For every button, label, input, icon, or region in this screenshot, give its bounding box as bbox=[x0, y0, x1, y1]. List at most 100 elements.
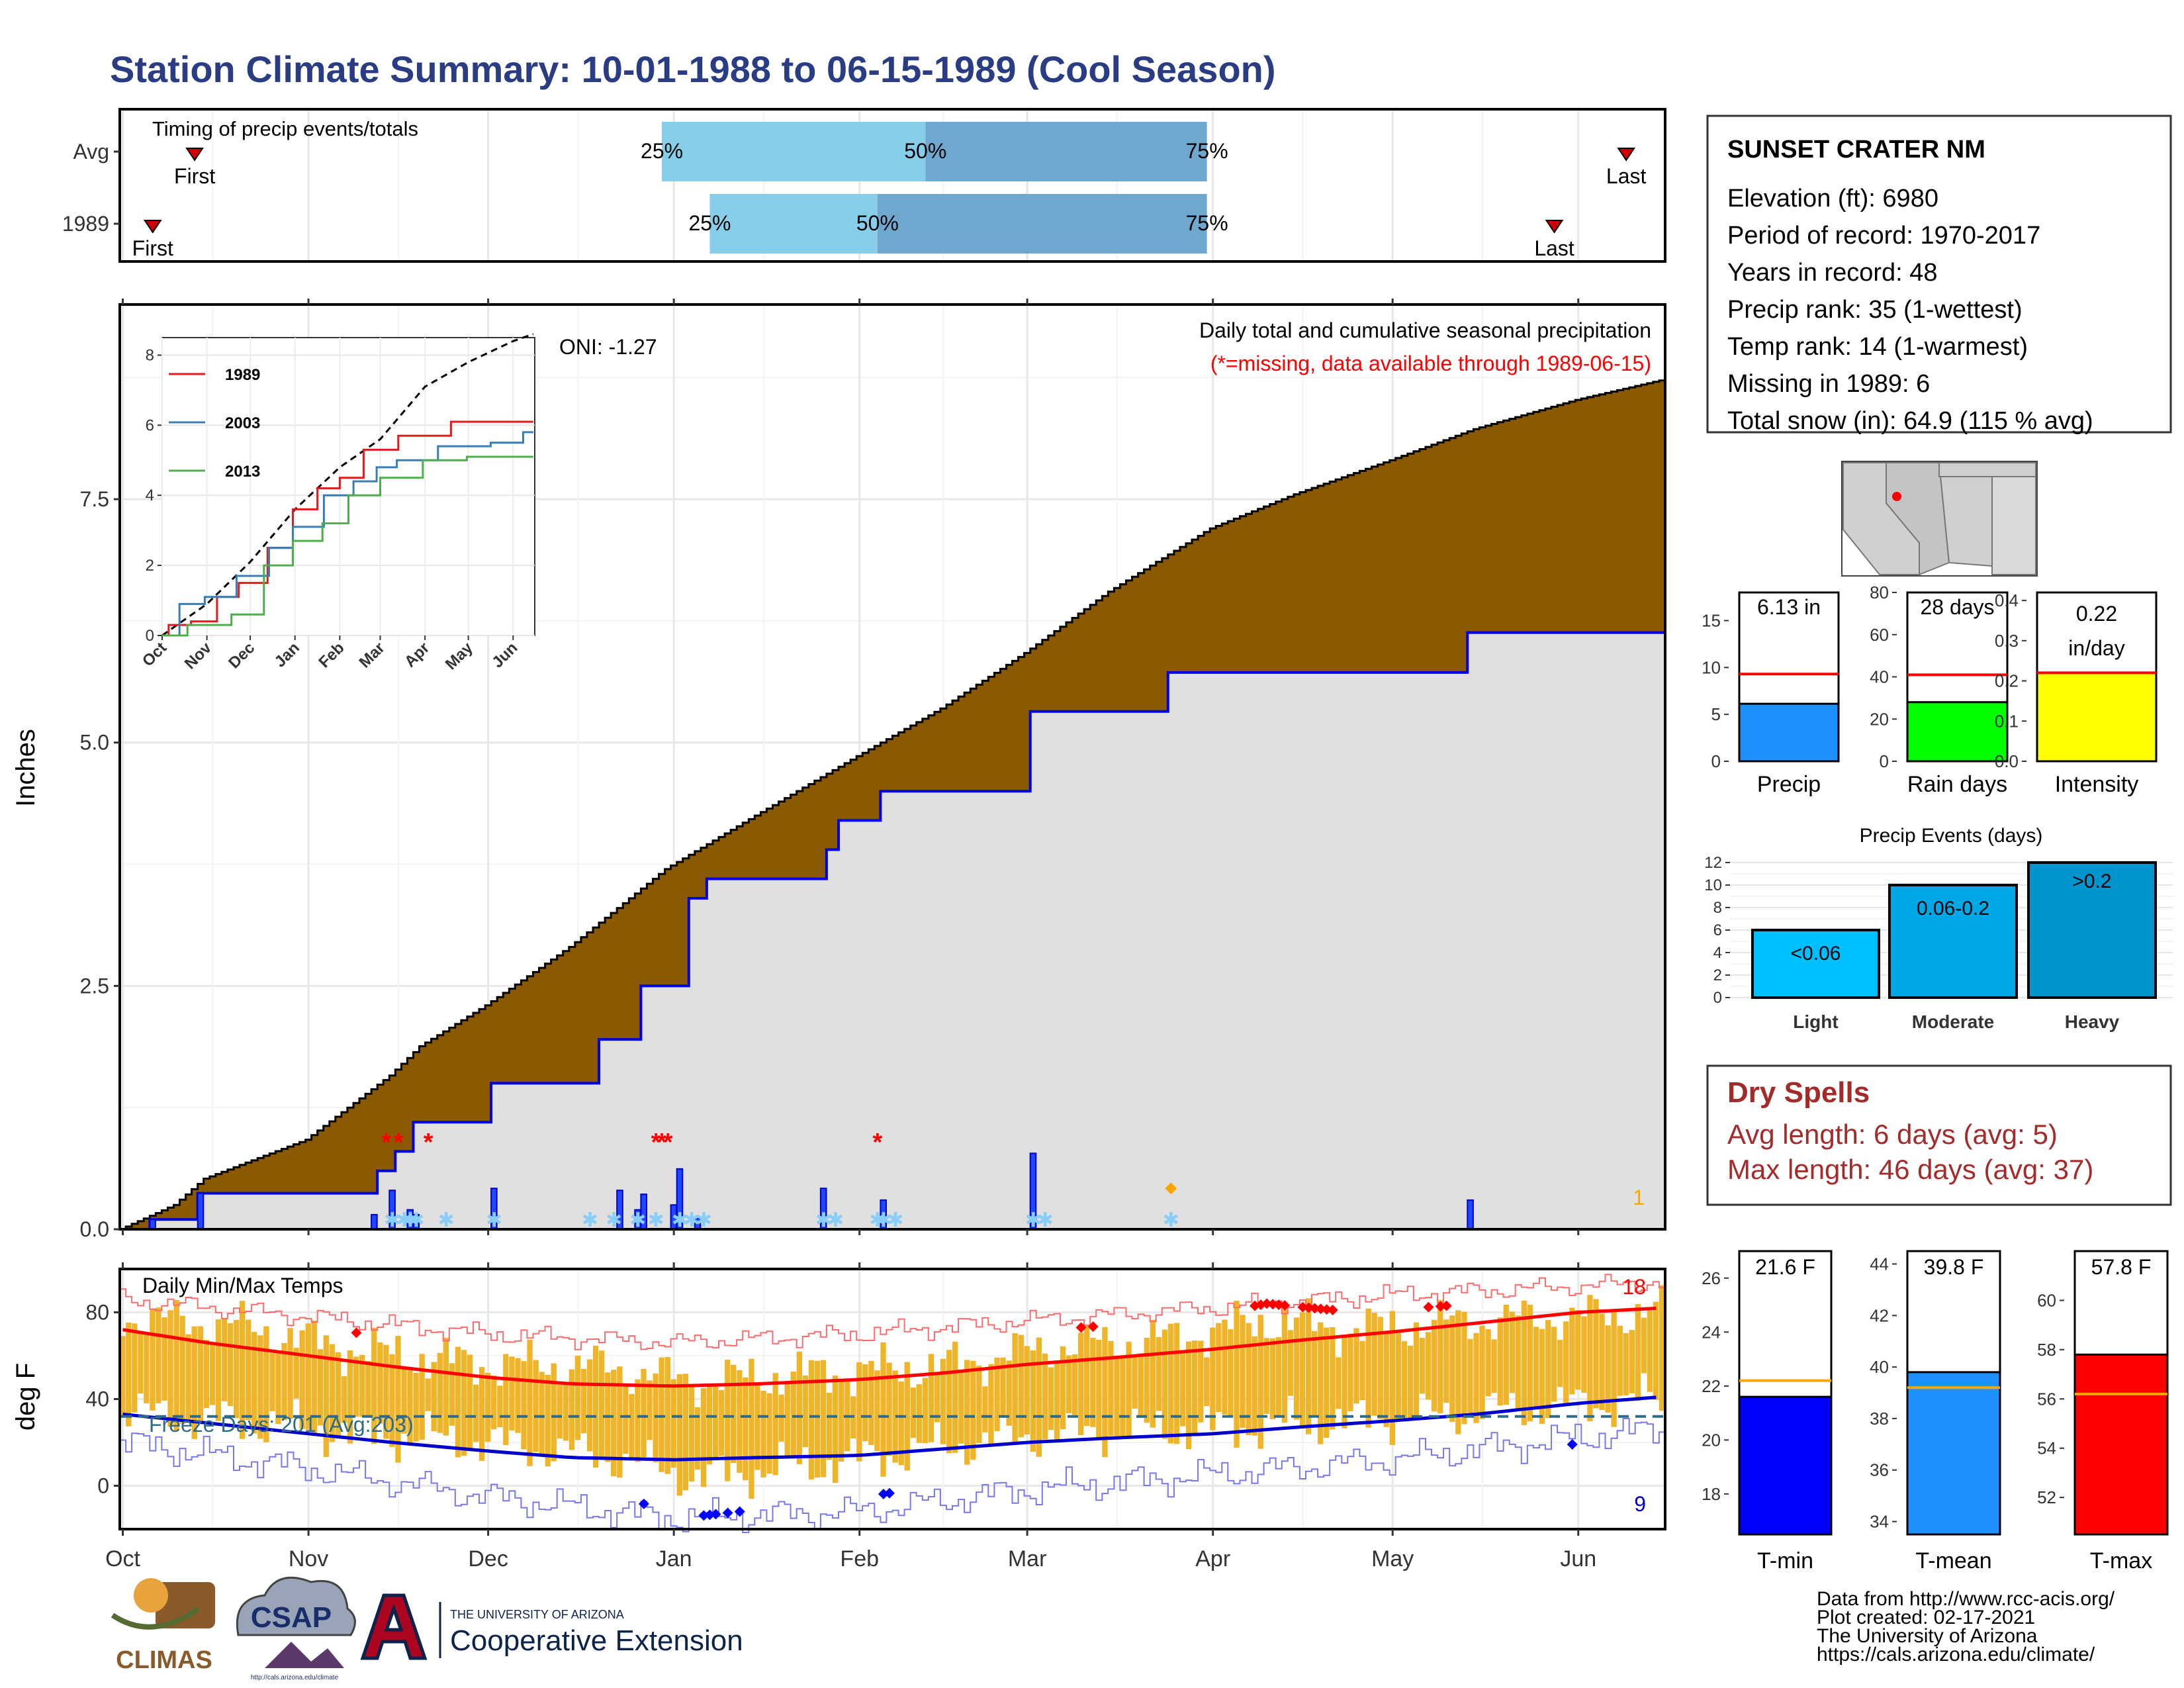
record-low-marker bbox=[884, 1487, 895, 1499]
month-label: Apr bbox=[1195, 1546, 1230, 1571]
daily-temp-bar bbox=[868, 1360, 874, 1445]
inset-y-tick-label: 4 bbox=[146, 487, 154, 504]
daily-temp-bar bbox=[215, 1319, 222, 1421]
daily-temp-bar bbox=[988, 1364, 994, 1444]
daily-temp-bar bbox=[1210, 1327, 1216, 1430]
missing-marker: * bbox=[424, 1129, 433, 1156]
daily-temp-bar bbox=[311, 1320, 317, 1435]
events-y-tick-label: 12 bbox=[1704, 854, 1722, 872]
temp-summary-y-tick-label: 20 bbox=[1702, 1430, 1721, 1450]
daily-temp-bar bbox=[1042, 1353, 1048, 1440]
month-label: May bbox=[1371, 1546, 1414, 1571]
daily-temp-bar bbox=[1006, 1360, 1012, 1426]
freeze-days-label: Freeze Days: 201 (Avg:203) bbox=[149, 1413, 414, 1436]
daily-temp-bar bbox=[1407, 1345, 1414, 1421]
daily-temp-bar bbox=[1198, 1340, 1204, 1423]
daily-temp-bar bbox=[922, 1378, 929, 1444]
daily-temp-bar bbox=[395, 1336, 401, 1463]
csap-logo: CSAP http://cals.arizona.edu/climate bbox=[236, 1576, 356, 1681]
timing-label-last: Last bbox=[1606, 164, 1647, 188]
main-y-tick-label: 5.0 bbox=[80, 731, 109, 755]
daily-temp-bar bbox=[1336, 1357, 1342, 1409]
daily-temp-bar bbox=[892, 1370, 898, 1463]
daily-temp-bar bbox=[563, 1383, 569, 1441]
month-label: Nov bbox=[289, 1546, 328, 1571]
daily-temp-bar bbox=[485, 1372, 491, 1442]
summary-y-tick-label: 5 bbox=[1711, 704, 1721, 724]
snow-marker: ✱ bbox=[672, 1209, 688, 1231]
record-high-marker bbox=[1435, 1301, 1446, 1312]
daily-temp-bar bbox=[629, 1393, 635, 1458]
inset-y-tick-label: 0 bbox=[146, 627, 154, 645]
daily-temp-bar bbox=[970, 1360, 976, 1460]
oni-label: ONI: -1.27 bbox=[559, 335, 657, 359]
main-y-tick-label: 2.5 bbox=[80, 974, 109, 998]
temp-summary-panel-t-max: 52 54 56 58 60 57.8 F T-max bbox=[2037, 1250, 2169, 1573]
dry-spells-max: Max length: 46 days (avg: 37) bbox=[1727, 1154, 2093, 1185]
temp-y-tick-label: 40 bbox=[85, 1387, 109, 1411]
daily-temp-bar bbox=[934, 1373, 940, 1423]
daily-temp-bar bbox=[1144, 1338, 1150, 1423]
locator-map bbox=[1841, 461, 2038, 577]
daily-temp-bar bbox=[1269, 1338, 1275, 1420]
inset-y-tick-label: 8 bbox=[146, 346, 154, 364]
temp-summary-panel-t-mean: 34 36 38 40 42 44 39.8 F T-mean bbox=[1870, 1250, 2001, 1573]
daily-temp-bar bbox=[473, 1384, 479, 1442]
daily-temp-bar bbox=[1497, 1317, 1503, 1406]
summary-bar-value bbox=[2036, 671, 2158, 763]
main-legend-note: (*=missing, data available through 1989-… bbox=[1210, 352, 1651, 375]
daily-temp-bar bbox=[713, 1386, 719, 1458]
events-bar-label: >0.2 bbox=[2072, 870, 2111, 892]
daily-temp-bar bbox=[653, 1373, 659, 1463]
daily-temp-bar bbox=[521, 1361, 527, 1450]
daily-temp-bar bbox=[431, 1362, 437, 1432]
daily-temp-bar bbox=[1167, 1323, 1174, 1444]
daily-temp-bar bbox=[1479, 1325, 1485, 1419]
daily-temp-bar bbox=[1263, 1338, 1269, 1414]
events-bar-light bbox=[1751, 929, 1880, 999]
daily-precip-bar bbox=[371, 1213, 378, 1231]
daily-temp-bar bbox=[898, 1381, 904, 1466]
record-low-marker bbox=[1567, 1438, 1578, 1450]
snow-marker: ✱ bbox=[1163, 1209, 1179, 1231]
daily-temp-bar bbox=[719, 1390, 725, 1456]
main-y-tick-label: 7.5 bbox=[80, 487, 109, 511]
events-y-tick-label: 10 bbox=[1704, 876, 1722, 894]
snow-marker: ✱ bbox=[396, 1209, 412, 1231]
month-label: Jun bbox=[1560, 1546, 1596, 1571]
timing-row-label: 1989 bbox=[62, 212, 109, 236]
record-low-marker bbox=[734, 1506, 745, 1517]
timing-marker-last bbox=[1545, 220, 1564, 234]
daily-temp-bar bbox=[676, 1374, 682, 1496]
daily-temp-bar bbox=[1132, 1355, 1138, 1409]
footer-line-created: Plot created: 02-17-2021 bbox=[1817, 1607, 2035, 1628]
daily-temp-bar bbox=[467, 1354, 473, 1452]
daily-temp-bar bbox=[635, 1379, 641, 1462]
daily-temp-bar bbox=[778, 1394, 784, 1442]
timing-label-50: 50% bbox=[856, 211, 899, 235]
timing-row-label: Avg bbox=[73, 140, 109, 164]
daily-temp-bar bbox=[826, 1392, 833, 1460]
daily-precip-bar bbox=[149, 1219, 156, 1231]
daily-temp-bar bbox=[1599, 1313, 1605, 1411]
record-low-marker bbox=[722, 1507, 733, 1519]
daily-temp-bar bbox=[479, 1367, 485, 1461]
daily-temp-bar bbox=[731, 1364, 737, 1463]
map-region-tx bbox=[1991, 462, 2036, 575]
daily-temp-bar bbox=[928, 1354, 934, 1442]
temp-summary-category-label: T-max bbox=[2090, 1548, 2152, 1573]
events-y-tick-label: 2 bbox=[1713, 966, 1722, 984]
daily-temp-bar bbox=[1222, 1319, 1228, 1415]
daily-temp-bar bbox=[1186, 1341, 1192, 1450]
daily-temp-bar bbox=[1569, 1307, 1575, 1395]
daily-temp-bar bbox=[1383, 1331, 1389, 1427]
record-high-count: 18 bbox=[1622, 1275, 1646, 1299]
daily-temp-bar bbox=[814, 1360, 821, 1478]
station-line-temp-rank: Temp rank: 14 (1-warmest) bbox=[1727, 333, 2028, 361]
inset-average-line bbox=[161, 333, 534, 637]
daily-temp-bar bbox=[1084, 1325, 1090, 1427]
station-line-years: Years in record: 48 bbox=[1727, 259, 1938, 287]
daily-temp-bar bbox=[515, 1358, 521, 1433]
dry-spells-avg: Avg length: 6 days (avg: 5) bbox=[1727, 1119, 2058, 1150]
daily-temp-bar bbox=[185, 1334, 191, 1421]
